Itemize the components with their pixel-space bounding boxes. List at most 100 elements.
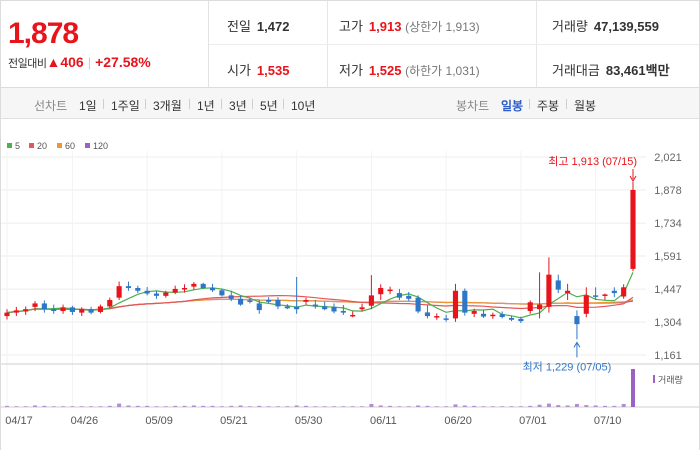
y-tick-label: 2,021 [654, 152, 682, 164]
volume-bar [388, 405, 393, 407]
range-3y-button[interactable]: 3년 [229, 99, 247, 113]
price-change: 전일대비▲406 | +27.58% [8, 54, 151, 71]
y-tick-label: 1,734 [654, 218, 682, 230]
candle-body [518, 318, 524, 322]
candle-body [630, 189, 636, 269]
legend-label: 5 [15, 141, 20, 151]
legend-swatch [29, 143, 34, 148]
chart-annotations: 최고 1,913 (07/15) 최저 1,229 (07/05) [523, 155, 637, 373]
legend-swatch [7, 143, 12, 148]
candle-body [153, 293, 160, 296]
candle-body [340, 311, 346, 313]
candle-body [191, 283, 197, 287]
candle-body [565, 290, 571, 294]
volume-bar [135, 405, 140, 407]
candle-body [312, 304, 318, 307]
candle-body [116, 286, 122, 298]
volume-bar [360, 406, 365, 407]
volume-bar [201, 405, 206, 407]
volume-bar [294, 405, 299, 407]
high-annotation: 최고 1,913 (07/15) [548, 155, 637, 168]
legend-swatch [85, 143, 90, 148]
volume-bar [332, 406, 337, 407]
volume-bar [33, 405, 38, 407]
candle-body [378, 288, 384, 295]
volume-bar [266, 406, 271, 407]
stock-chart: 5 20 60 120 2,021 1,878 1,734 1,591 1,447 1,304 1… [0, 119, 700, 450]
volume-bar [5, 405, 9, 407]
legend-label: 120 [93, 141, 108, 151]
candle-body [13, 310, 19, 313]
volume-bar [322, 406, 327, 407]
candle-body [256, 303, 262, 311]
volume-bar [182, 405, 187, 407]
candle-body [97, 306, 104, 312]
volume-bar [313, 406, 318, 407]
volume-bar [51, 406, 56, 407]
stat-volume: 거래량 47,139,559 [552, 19, 659, 34]
volume-bar [219, 406, 224, 407]
volume-bar [285, 406, 290, 407]
range-1d-button[interactable]: 1일 [79, 99, 97, 113]
volume-bar [107, 405, 112, 407]
x-tick-label: 07/10 [594, 415, 622, 427]
high-arrow-head-icon [629, 175, 637, 182]
price-stats: 전일 1,472 고가 1,913 (상한가 1,913) 거래량 47,139,55… [209, 1, 699, 87]
volume-bar [425, 405, 430, 407]
chart-legend: 5 20 60 120 [7, 141, 108, 151]
stat-open: 시가 1,535 [227, 63, 290, 78]
candle-body [508, 317, 515, 320]
candle-body [247, 300, 253, 302]
range-10y-button[interactable]: 10년 [291, 99, 316, 113]
toolbar-divider [252, 99, 253, 109]
range-1y-button[interactable]: 1년 [197, 99, 215, 113]
candle-body [593, 295, 599, 297]
candle-body [452, 290, 459, 319]
x-axis-labels: 04/17 04/26 05/09 05/21 05/30 06/11 06/20 07/01… [5, 415, 621, 427]
candle-body [480, 313, 487, 317]
candle-body [527, 302, 533, 312]
toolbar-divider [189, 99, 190, 109]
volume-bar [416, 405, 421, 407]
candle-body [611, 290, 617, 294]
current-price: 1,878 [8, 17, 79, 50]
candle-body [275, 299, 281, 307]
volume-bar [210, 405, 215, 407]
candle-body [79, 309, 85, 313]
candle-body [415, 297, 421, 312]
x-tick-label: 06/20 [444, 415, 472, 427]
range-3m-button[interactable]: 3개월 [153, 99, 182, 113]
volume-bar [257, 405, 262, 407]
y-tick-label: 1,161 [654, 350, 682, 362]
volume-bar [444, 406, 449, 407]
candle-body [322, 306, 328, 310]
candle-body [144, 290, 150, 294]
candle-body [41, 303, 47, 310]
candles [4, 181, 636, 340]
period-daily-button[interactable]: 일봉 [501, 99, 524, 113]
range-1w-button[interactable]: 1주일 [111, 99, 140, 113]
toolbar-divider [566, 99, 567, 109]
volume-bar [574, 403, 579, 407]
period-monthly-button[interactable]: 월봉 [574, 99, 597, 113]
volume-label: 거래량 [658, 374, 683, 385]
candle-body [32, 303, 38, 307]
volume-bar [89, 406, 94, 407]
candle-body [88, 309, 94, 313]
y-tick-label: 1,878 [654, 185, 682, 197]
volume-bar [546, 403, 551, 407]
candle-body [406, 295, 412, 299]
volume-bar [397, 406, 402, 407]
line-chart-label: 선차트 [34, 99, 68, 113]
candle-body [499, 314, 505, 318]
stat-high: 고가 1,913 (상한가 1,913) [339, 19, 480, 34]
volume-bar [238, 405, 243, 407]
volume-bars: 거래량 [5, 369, 683, 407]
period-weekly-button[interactable]: 주봉 [537, 99, 560, 113]
volume-bar [98, 406, 103, 407]
legend-label: 20 [37, 141, 47, 151]
candle-body [443, 318, 449, 320]
candle-body [125, 286, 132, 289]
range-5y-button[interactable]: 5년 [260, 99, 278, 113]
stats-row-divider [209, 44, 699, 45]
